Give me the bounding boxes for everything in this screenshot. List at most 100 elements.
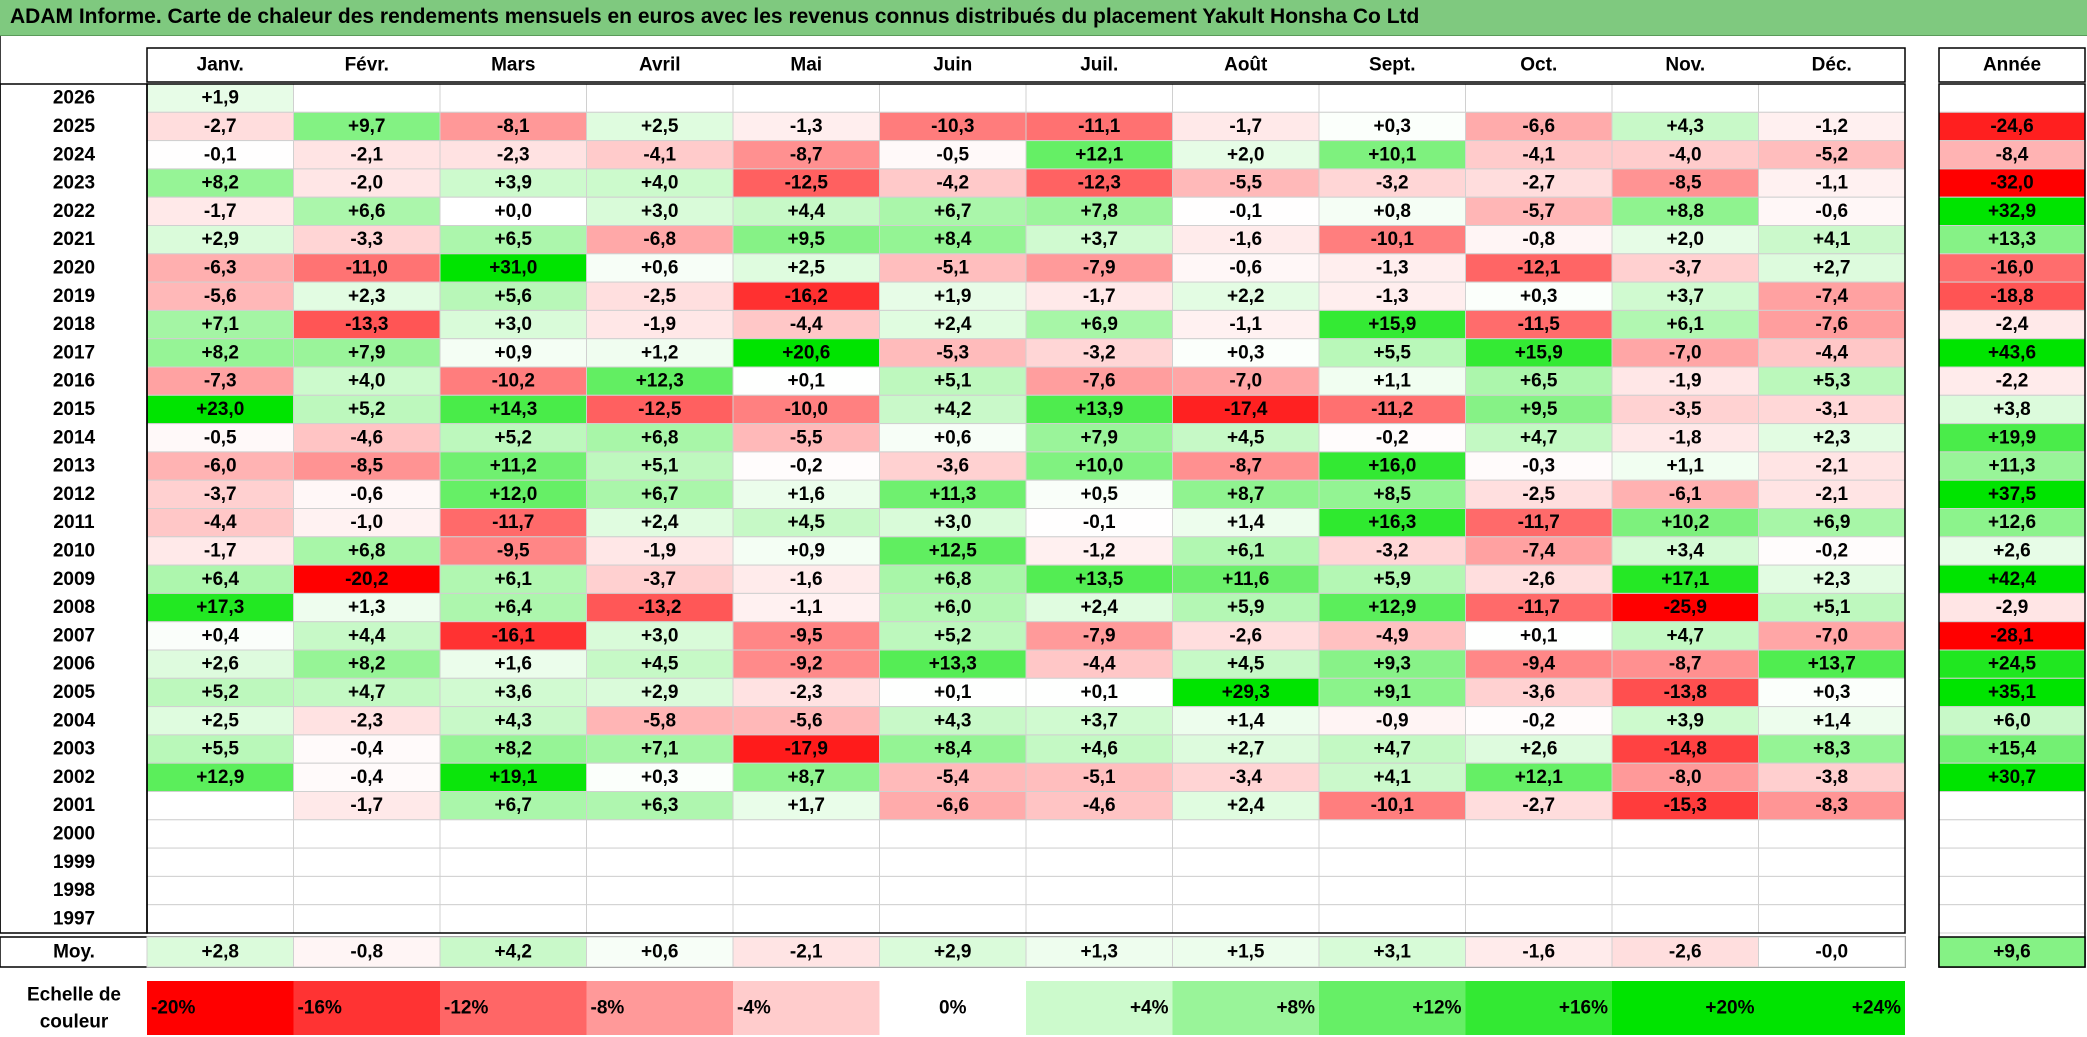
scale-value-7: +4% — [1130, 998, 1169, 1019]
heat-value-2021-7: +3,7 — [1080, 229, 1118, 250]
heat-value-2024-2: -2,1 — [350, 144, 383, 165]
heat-value-2018-8: -1,1 — [1229, 314, 1262, 335]
heat-value-2020-12: +2,7 — [1813, 257, 1851, 278]
year-label-2019: 2019 — [53, 286, 95, 307]
heat-value-2023-6: -4,2 — [936, 173, 969, 194]
heat-value-2006-5: -9,2 — [790, 654, 823, 675]
heat-cell-2008-3 — [439, 592, 587, 623]
heat-cell-1997-12 — [1758, 904, 1906, 934]
heat-value-2019-12: -7,4 — [1815, 286, 1848, 307]
annual-cell-2000 — [1938, 819, 2086, 849]
heat-cell-2000-1 — [146, 819, 294, 849]
heat-cell-2021-12 — [1758, 225, 1906, 255]
heat-value-2015-6: +4,2 — [934, 399, 972, 420]
heat-value-2017-6: -5,3 — [936, 342, 969, 363]
heat-cell-2019-4 — [586, 281, 734, 311]
heat-value-2009-3: +6,1 — [494, 569, 532, 590]
heat-value-2011-12: +6,9 — [1813, 512, 1851, 533]
heat-value-2018-6: +2,4 — [934, 314, 972, 335]
annual-cell-2010 — [1938, 536, 2086, 566]
heat-value-2024-6: -0,5 — [936, 144, 969, 165]
heat-value-2009-11: +17,1 — [1661, 569, 1710, 590]
heat-cell-2000-11 — [1611, 819, 1759, 849]
heat-value-2019-1: -5,6 — [204, 286, 237, 307]
heat-value-2019-6: +1,9 — [934, 286, 972, 307]
annual-value-2016: -2,2 — [1996, 371, 2029, 392]
heat-value-2020-3: +31,0 — [489, 257, 537, 278]
heat-value-2006-3: +1,6 — [494, 654, 532, 675]
heat-cell-2008-11 — [1611, 592, 1759, 623]
heat-value-2002-4: +0,3 — [641, 767, 679, 788]
heat-value-2016-5: +0,1 — [787, 371, 825, 392]
heat-cell-2010-8 — [1172, 536, 1320, 566]
heat-cell-2018-7 — [1025, 309, 1173, 340]
heat-cell-1999-2 — [293, 847, 441, 877]
year-label-1998: 1998 — [53, 880, 95, 901]
annual-value-2003: +15,4 — [1988, 739, 2037, 760]
heat-cell-2024-6 — [879, 140, 1027, 170]
heat-value-2021-2: -3,3 — [350, 229, 383, 250]
heat-cell-2016-12 — [1758, 366, 1906, 396]
heat-value-2003-6: +8,4 — [934, 739, 972, 760]
heat-cell-2026-7 — [1025, 83, 1173, 113]
heat-cell-2014-8 — [1172, 423, 1320, 453]
heat-cell-2003-7 — [1025, 734, 1173, 764]
scale-swatch-4 — [586, 981, 733, 1035]
heat-value-2002-9: +4,1 — [1373, 767, 1411, 788]
year-label-2023: 2023 — [53, 173, 95, 194]
heat-cell-2010-12 — [1758, 536, 1906, 566]
month-header-row — [146, 47, 1906, 83]
heat-value-2020-9: -1,3 — [1376, 257, 1409, 278]
heat-cell-2006-9 — [1318, 649, 1466, 679]
heat-value-2006-6: +13,3 — [929, 654, 977, 675]
heat-cell-1999-8 — [1172, 847, 1320, 877]
heat-cell-2002-3 — [439, 762, 587, 793]
heat-cell-1999-12 — [1758, 847, 1906, 877]
heat-value-2003-8: +2,7 — [1227, 739, 1265, 760]
heat-value-2022-9: +0,8 — [1373, 201, 1411, 222]
heat-cell-2020-6 — [879, 253, 1027, 283]
heat-cell-2016-9 — [1318, 366, 1466, 396]
heat-value-2022-3: +0,0 — [494, 201, 532, 222]
scale-value-10: +16% — [1559, 998, 1608, 1019]
heat-value-2011-6: +3,0 — [934, 512, 972, 533]
heat-value-2008-7: +2,4 — [1080, 597, 1118, 618]
heat-value-2023-10: -2,7 — [1522, 173, 1555, 194]
scale-swatch-5 — [733, 981, 880, 1035]
heat-cell-2025-7 — [1025, 111, 1173, 142]
year-label-2008: 2008 — [53, 597, 95, 618]
heat-value-2024-9: +10,1 — [1368, 144, 1417, 165]
annual-cell-2006 — [1938, 649, 2086, 679]
heat-value-2001-6: -6,6 — [936, 795, 969, 816]
heat-cell-2013-6 — [879, 451, 1027, 481]
scale-value-5: -4% — [737, 998, 771, 1019]
heat-value-2007-10: +0,1 — [1520, 625, 1558, 646]
year-label-2018: 2018 — [53, 314, 95, 335]
heat-value-2015-12: -3,1 — [1815, 399, 1848, 420]
heat-cell-2011-2 — [293, 508, 441, 538]
heat-cell-2024-7 — [1025, 140, 1173, 170]
heat-value-2024-11: -4,0 — [1669, 144, 1702, 165]
heat-value-2013-4: +5,1 — [641, 456, 679, 477]
heat-cell-2008-4 — [586, 592, 734, 623]
heat-cell-2002-10 — [1465, 762, 1613, 793]
heat-cell-2013-1 — [146, 451, 294, 481]
heat-cell-2023-6 — [879, 168, 1027, 198]
heat-value-2023-5: -12,5 — [785, 173, 829, 194]
heat-value-2022-6: +6,7 — [934, 201, 972, 222]
average-cell-8 — [1172, 936, 1320, 968]
heat-value-2018-5: -4,4 — [790, 314, 823, 335]
scale-value-4: -8% — [591, 998, 625, 1019]
heat-value-2012-1: -3,7 — [204, 484, 237, 505]
heat-value-2019-11: +3,7 — [1666, 286, 1704, 307]
heat-cell-2015-7 — [1025, 394, 1173, 425]
heat-value-2003-1: +5,5 — [201, 739, 239, 760]
heat-value-2010-12: -0,2 — [1815, 540, 1848, 561]
heat-value-2010-8: +6,1 — [1227, 540, 1265, 561]
heat-value-2019-10: +0,3 — [1520, 286, 1558, 307]
annual-value-2008: -2,9 — [1996, 597, 2029, 618]
average-cell-4 — [586, 936, 734, 968]
heat-cell-2001-7 — [1025, 791, 1173, 821]
heat-value-2013-9: +16,0 — [1368, 456, 1416, 477]
heat-cell-2024-2 — [293, 140, 441, 170]
